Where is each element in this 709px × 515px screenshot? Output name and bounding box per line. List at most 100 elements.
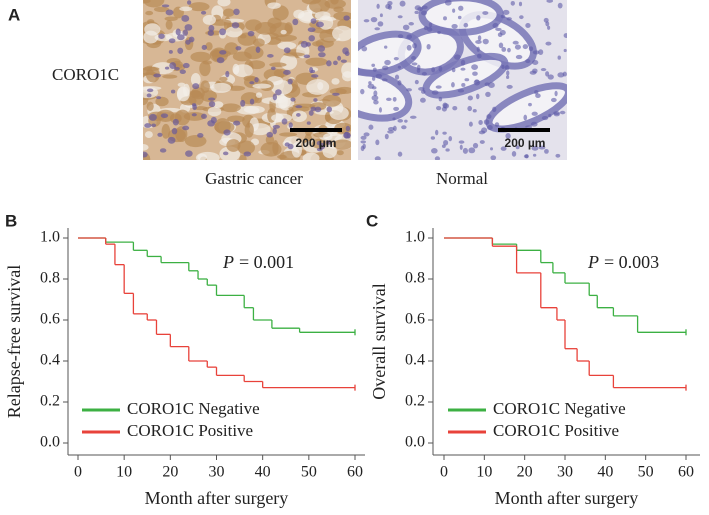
stain <box>191 87 205 100</box>
nucleus <box>501 64 505 70</box>
nucleus <box>167 136 176 144</box>
stain <box>177 82 186 87</box>
nucleus <box>478 120 483 126</box>
nucleus <box>146 88 154 93</box>
nucleus <box>404 119 408 123</box>
stain <box>239 154 247 160</box>
nucleus <box>438 96 443 102</box>
nucleus <box>421 89 426 94</box>
panel-label: A <box>8 5 20 24</box>
nucleus <box>431 148 438 154</box>
nucleus <box>492 106 497 113</box>
nucleus <box>387 130 394 134</box>
nucleus <box>272 93 278 101</box>
stain <box>332 25 351 42</box>
stain <box>272 5 289 21</box>
nucleus <box>512 40 519 45</box>
stain <box>324 0 346 9</box>
nucleus <box>476 15 481 21</box>
nucleus <box>243 151 252 157</box>
nucleus <box>538 49 544 56</box>
x-tick-label: 30 <box>209 464 225 481</box>
nucleus <box>505 132 511 139</box>
stain <box>312 41 324 47</box>
nucleus <box>409 115 417 119</box>
nucleus <box>562 71 567 77</box>
nucleus <box>371 76 376 81</box>
nucleus <box>392 125 397 132</box>
nucleus <box>144 123 152 128</box>
stain <box>210 82 232 93</box>
nucleus <box>515 54 523 60</box>
stain <box>227 115 245 123</box>
nucleus <box>534 89 539 95</box>
stain <box>177 86 190 102</box>
nucleus <box>287 78 293 85</box>
nucleus <box>408 22 415 26</box>
nucleus <box>442 102 448 109</box>
legend-label: CORO1C Negative <box>493 399 626 418</box>
nucleus <box>544 148 549 154</box>
nucleus <box>337 55 342 61</box>
nucleus <box>156 96 162 100</box>
nucleus <box>494 122 500 127</box>
y-tick-label: 0.0 <box>405 434 425 451</box>
nucleus <box>309 67 314 74</box>
nucleus <box>316 140 322 146</box>
nucleus <box>208 24 215 32</box>
nucleus <box>168 38 176 44</box>
nucleus <box>451 67 456 73</box>
nucleus <box>412 42 417 49</box>
nucleus <box>397 80 402 86</box>
nucleus <box>160 113 169 119</box>
nucleus <box>192 83 200 90</box>
stain <box>280 54 298 70</box>
nucleus <box>303 54 311 59</box>
nucleus <box>191 113 197 117</box>
y-tick-label: 0.0 <box>40 434 60 451</box>
nucleus <box>292 18 299 26</box>
nucleus <box>551 97 557 103</box>
nucleus <box>362 143 366 149</box>
nucleus <box>547 25 551 30</box>
nucleus <box>343 15 350 21</box>
legend-label: CORO1C Negative <box>127 399 260 418</box>
nucleus <box>370 16 378 23</box>
nucleus <box>427 27 433 32</box>
nucleus <box>283 69 291 75</box>
nucleus <box>314 106 322 113</box>
nucleus <box>472 142 479 149</box>
nucleus <box>532 153 537 157</box>
stain <box>293 9 305 19</box>
x-axis-label: Month after surgery <box>495 488 639 508</box>
nucleus <box>506 75 510 79</box>
nucleus <box>384 59 391 66</box>
nucleus <box>472 108 477 113</box>
stain <box>244 122 254 138</box>
nucleus <box>267 54 274 58</box>
nucleus <box>175 28 181 36</box>
nucleus <box>507 47 511 53</box>
p-text: = 0.001 <box>239 252 294 272</box>
nucleus <box>477 35 482 41</box>
nucleus <box>559 110 566 115</box>
nucleus <box>360 140 367 144</box>
nucleus <box>207 30 215 36</box>
nucleus <box>535 93 541 99</box>
nucleus <box>525 23 531 29</box>
nucleus <box>448 136 453 142</box>
nucleus <box>484 82 490 87</box>
nucleus <box>428 22 433 28</box>
nucleus <box>310 106 317 111</box>
nucleus <box>506 70 510 76</box>
nucleus <box>177 47 184 54</box>
nucleus <box>382 65 389 71</box>
nucleus <box>434 156 441 160</box>
nucleus <box>375 73 383 79</box>
gland <box>422 52 509 99</box>
nucleus <box>495 27 502 31</box>
stain <box>227 85 246 91</box>
nucleus <box>368 124 374 130</box>
stain <box>161 123 171 139</box>
